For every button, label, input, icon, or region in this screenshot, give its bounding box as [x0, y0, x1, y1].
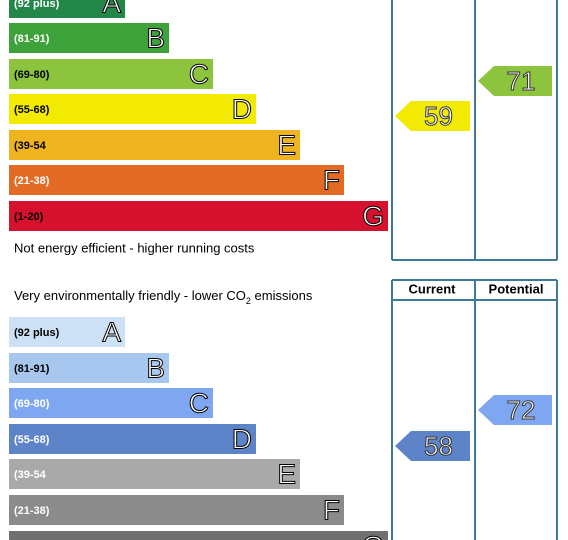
rating-band [9, 495, 344, 525]
band-letter: G [362, 530, 384, 540]
band-range: (55-68) [14, 104, 50, 116]
column-header: Current [409, 281, 457, 296]
rating-band [9, 424, 256, 454]
rating-arrow [478, 395, 552, 425]
band-range: (21-38) [14, 505, 50, 517]
rating-band [9, 201, 388, 231]
column-header: Potential [489, 281, 544, 296]
rating-arrow [395, 431, 470, 461]
band-range: (21-38) [14, 175, 50, 187]
band-letter: A [102, 316, 121, 347]
title-subscript: 2 [246, 296, 251, 306]
band-range: (81-91) [14, 33, 50, 45]
rating-value: 59 [424, 101, 453, 131]
rating-band [9, 165, 344, 195]
band-range: (69-80) [14, 69, 50, 81]
band-range: (69-80) [14, 398, 50, 410]
band-range: (1-20) [14, 211, 44, 223]
rating-arrow [478, 66, 552, 96]
band-range: (39-54 [14, 469, 47, 481]
rating-band [9, 0, 125, 18]
band-letter: F [323, 494, 340, 525]
rating-value: 58 [424, 431, 453, 461]
rating-value: 72 [507, 395, 536, 425]
panel-title: Very environmentally friendly - lower CO… [14, 288, 313, 306]
band-letter: C [189, 387, 209, 418]
rating-band [9, 130, 300, 160]
rating-band [9, 317, 125, 347]
rating-band [9, 94, 256, 124]
band-letter: C [189, 58, 209, 89]
rating-band [9, 353, 169, 383]
band-letter: D [232, 93, 252, 124]
band-letter: E [277, 458, 296, 489]
band-letter: E [277, 129, 296, 160]
rating-band [9, 59, 213, 89]
band-range: (81-91) [14, 363, 50, 375]
rating-band [9, 531, 388, 540]
rating-band [9, 459, 300, 489]
footer-text: Not energy efficient - higher running co… [14, 240, 255, 255]
rating-arrow [395, 101, 470, 131]
band-range: (92 plus) [14, 327, 60, 339]
rating-band [9, 388, 213, 418]
band-letter: D [232, 423, 252, 454]
band-letter: B [146, 22, 165, 53]
band-letter: F [323, 164, 340, 195]
band-range: (92 plus) [14, 0, 60, 10]
band-range: (55-68) [14, 434, 50, 446]
rating-band [9, 23, 169, 53]
title-text: emissions [251, 288, 313, 303]
band-range: (39-54 [14, 140, 47, 152]
band-letter: A [102, 0, 121, 18]
title-text: Very environmentally friendly - lower CO [14, 288, 246, 303]
band-letter: G [362, 200, 384, 231]
rating-value: 71 [507, 66, 536, 96]
band-letter: B [146, 352, 165, 383]
